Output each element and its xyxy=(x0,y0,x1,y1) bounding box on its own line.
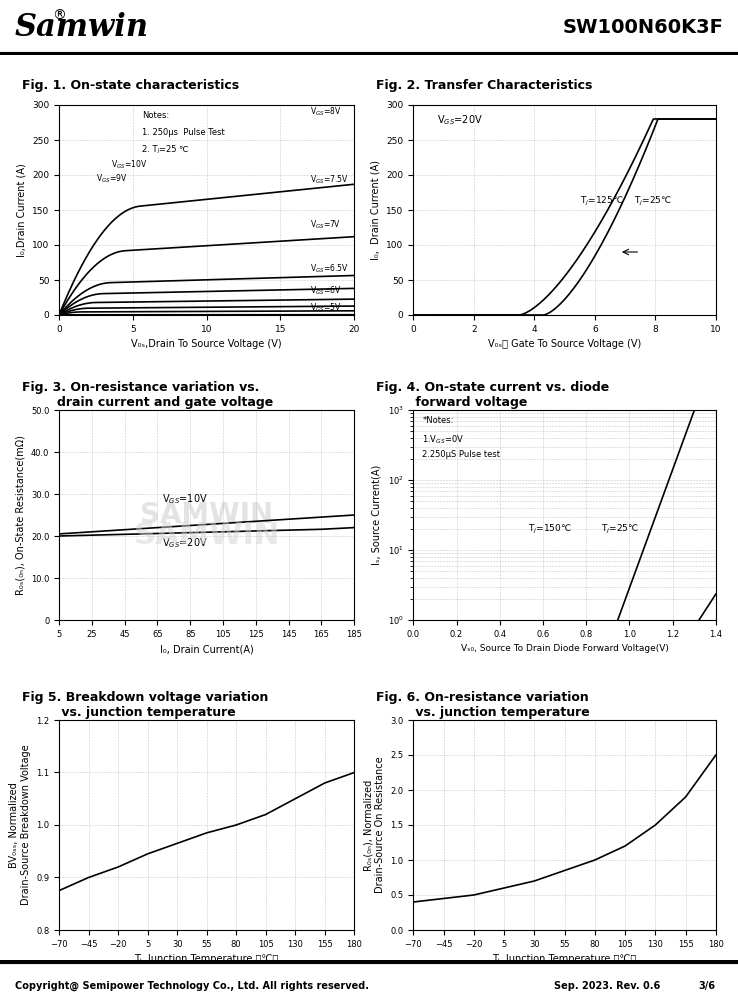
Text: T$_j$=25℃: T$_j$=25℃ xyxy=(601,523,639,536)
Text: V$_{GS}$=6V: V$_{GS}$=6V xyxy=(310,284,342,297)
Text: 2. Tⱼ=25 ℃: 2. Tⱼ=25 ℃ xyxy=(142,145,188,154)
Text: SAMWIN: SAMWIN xyxy=(134,522,280,550)
Text: T$_j$=125℃: T$_j$=125℃ xyxy=(580,195,624,208)
Text: T$_j$=25℃: T$_j$=25℃ xyxy=(634,195,672,208)
Text: V$_{GS}$=5V: V$_{GS}$=5V xyxy=(310,302,342,314)
Y-axis label: Iₛ, Source Current(A): Iₛ, Source Current(A) xyxy=(372,465,382,565)
Text: Fig 5. Breakdown voltage variation
         vs. junction temperature: Fig 5. Breakdown voltage variation vs. j… xyxy=(22,691,269,719)
Y-axis label: R₀ₛ(₀ₙ), On-State Resistance(mΩ): R₀ₛ(₀ₙ), On-State Resistance(mΩ) xyxy=(15,435,25,595)
X-axis label: V₀ₛ， Gate To Source Voltage (V): V₀ₛ， Gate To Source Voltage (V) xyxy=(488,339,641,349)
Text: 1. 250μs  Pulse Test: 1. 250μs Pulse Test xyxy=(142,128,224,137)
Text: 3/6: 3/6 xyxy=(699,981,716,991)
Text: Fig. 6. On-resistance variation
         vs. junction temperature: Fig. 6. On-resistance variation vs. junc… xyxy=(376,691,590,719)
Text: V$_{GS}$=10V: V$_{GS}$=10V xyxy=(111,158,147,171)
Text: V$_{GS}$=7.5V: V$_{GS}$=7.5V xyxy=(310,174,349,186)
Text: Fig. 1. On-state characteristics: Fig. 1. On-state characteristics xyxy=(22,79,239,92)
Text: V$_{GS}$=9V: V$_{GS}$=9V xyxy=(96,172,128,185)
X-axis label: Tⱼ, Junction Temperature （℃）: Tⱼ, Junction Temperature （℃） xyxy=(492,954,637,964)
Text: V$_{GS}$=10V: V$_{GS}$=10V xyxy=(162,492,208,506)
X-axis label: I₀, Drain Current(A): I₀, Drain Current(A) xyxy=(159,644,254,654)
X-axis label: V₀ₛ,Drain To Source Voltage (V): V₀ₛ,Drain To Source Voltage (V) xyxy=(131,339,282,349)
Text: ®: ® xyxy=(52,8,66,22)
Y-axis label: BV₀ₛₛ, Normalized
Drain-Source Breakdown Voltage: BV₀ₛₛ, Normalized Drain-Source Breakdown… xyxy=(9,745,30,905)
Text: Fig. 3. On-resistance variation vs.
        drain current and gate voltage: Fig. 3. On-resistance variation vs. drai… xyxy=(22,381,273,409)
Text: SW100N60K3F: SW100N60K3F xyxy=(562,18,723,37)
Text: Fig. 2. Transfer Characteristics: Fig. 2. Transfer Characteristics xyxy=(376,79,593,92)
Text: Sep. 2023. Rev. 0.6: Sep. 2023. Rev. 0.6 xyxy=(554,981,660,991)
Text: Notes:: Notes: xyxy=(142,111,169,120)
Text: 1.V$_{GS}$=0V: 1.V$_{GS}$=0V xyxy=(422,433,465,446)
Text: 2.250μS Pulse test: 2.250μS Pulse test xyxy=(422,450,500,459)
Text: V$_{GS}$=20V: V$_{GS}$=20V xyxy=(162,536,208,550)
Text: Samwin: Samwin xyxy=(15,12,149,43)
X-axis label: Tⱼ, Junction Temperature （℃）: Tⱼ, Junction Temperature （℃） xyxy=(134,954,279,964)
Text: V$_{GS}$=8V: V$_{GS}$=8V xyxy=(310,106,342,118)
Y-axis label: I₀,  Drain Current (A): I₀, Drain Current (A) xyxy=(370,160,381,260)
Text: Copyright@ Semipower Technology Co., Ltd. All rights reserved.: Copyright@ Semipower Technology Co., Ltd… xyxy=(15,981,369,991)
Text: V$_{GS}$=20V: V$_{GS}$=20V xyxy=(438,113,483,127)
Y-axis label: I₀,Drain Current (A): I₀,Drain Current (A) xyxy=(16,163,27,257)
Text: *Notes:: *Notes: xyxy=(422,416,454,425)
Text: V$_{GS}$=6.5V: V$_{GS}$=6.5V xyxy=(310,263,349,275)
Y-axis label: R₀ₛ(₀ₙ), Normalized
Drain-Source On Resistance: R₀ₛ(₀ₙ), Normalized Drain-Source On Resi… xyxy=(363,757,384,893)
X-axis label: Vₛ₀, Source To Drain Diode Forward Voltage(V): Vₛ₀, Source To Drain Diode Forward Volta… xyxy=(461,644,669,653)
Text: T$_j$=150℃: T$_j$=150℃ xyxy=(528,523,572,536)
Text: Fig. 4. On-state current vs. diode
         forward voltage: Fig. 4. On-state current vs. diode forwa… xyxy=(376,381,610,409)
Text: SAMWIN: SAMWIN xyxy=(140,501,273,529)
Text: V$_{GS}$=7V: V$_{GS}$=7V xyxy=(310,218,340,231)
